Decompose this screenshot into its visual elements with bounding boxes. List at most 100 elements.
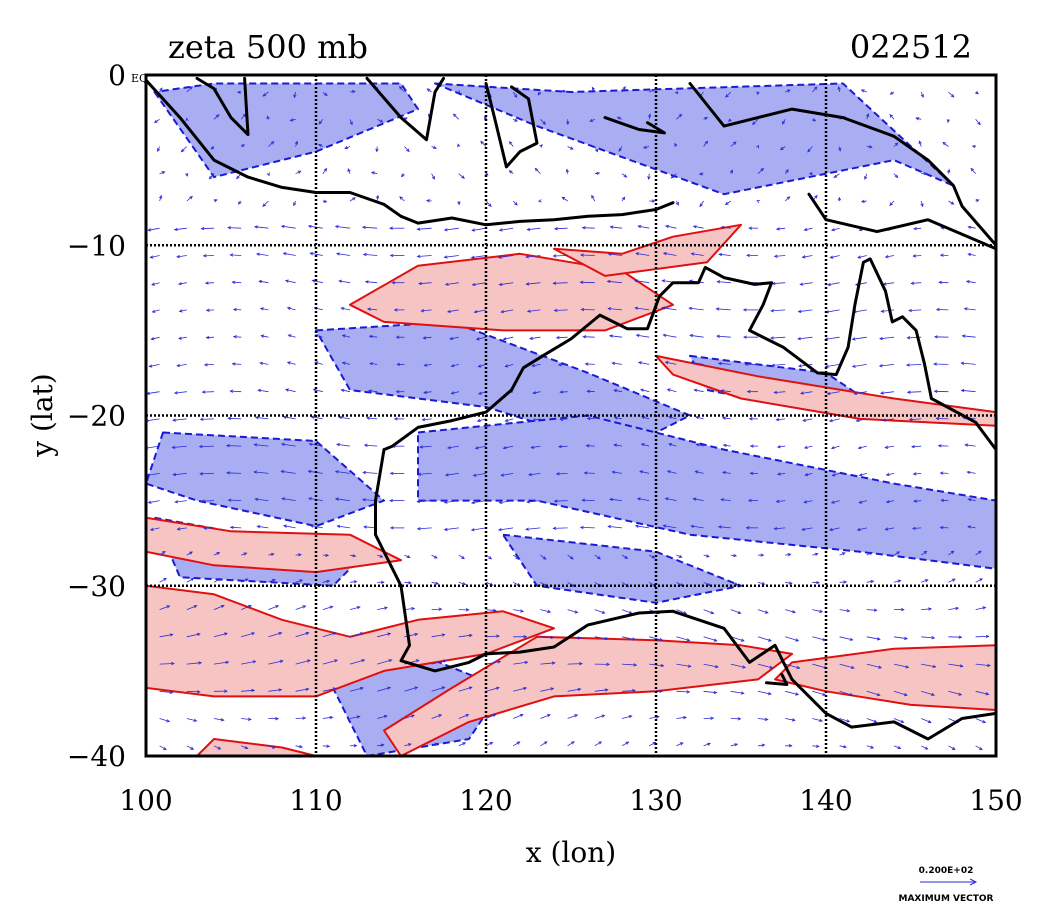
- wind-vector-head: [577, 687, 582, 692]
- wind-vector: [159, 551, 166, 556]
- wind-vector-head: [488, 203, 492, 208]
- wind-vector-head: [393, 308, 398, 312]
- wind-vector-head: [196, 632, 201, 637]
- wind-vector-head: [651, 555, 656, 559]
- wind-vector: [913, 227, 922, 230]
- wind-vector: [186, 551, 193, 556]
- wind-vector-head: [829, 255, 834, 259]
- wind-vector-head: [508, 140, 513, 145]
- wind-vector-head: [176, 254, 181, 259]
- wind-vector: [703, 581, 711, 586]
- wind-vector: [757, 581, 765, 585]
- wind-vector-head: [302, 716, 307, 720]
- wind-vector-head: [495, 686, 500, 690]
- wind-vector-head: [347, 168, 351, 173]
- wind-vector-head: [524, 660, 529, 665]
- wind-vector: [780, 146, 786, 150]
- wind-vector: [159, 690, 173, 693]
- wind-vector: [174, 227, 187, 231]
- wind-vector: [175, 500, 187, 503]
- wind-vector: [703, 690, 717, 694]
- wind-vector-head: [694, 470, 699, 474]
- wind-vector: [475, 445, 487, 449]
- wind-vector: [962, 335, 976, 338]
- wind-vector-head: [662, 524, 667, 528]
- wind-vector-head: [755, 144, 760, 149]
- wind-vector-head: [597, 556, 601, 560]
- wind-vector: [553, 282, 568, 284]
- wind-vector-head: [664, 224, 669, 229]
- wind-vector-head: [159, 87, 163, 92]
- wind-vector-head: [190, 577, 195, 582]
- wind-vector: [621, 86, 626, 93]
- wind-vector: [233, 336, 242, 338]
- wind-vector-head: [946, 119, 950, 124]
- wind-vector-head: [176, 363, 181, 368]
- wind-vector-head: [843, 745, 847, 749]
- wind-vector: [146, 445, 160, 449]
- wind-vector-head: [827, 282, 832, 287]
- wind-vector-head: [530, 445, 535, 449]
- wind-vector-head: [833, 174, 838, 179]
- wind-vector: [839, 663, 855, 669]
- wind-vector: [832, 473, 840, 476]
- wind-vector-head: [678, 554, 683, 558]
- wind-vector: [833, 173, 840, 178]
- wind-vector: [693, 225, 704, 229]
- wind-vector-head: [173, 227, 178, 231]
- wind-vector-head: [628, 715, 633, 719]
- wind-vector-head: [606, 279, 611, 284]
- wind-vector: [513, 661, 528, 665]
- wind-vector-head: [254, 416, 259, 420]
- coastline: [901, 754, 969, 756]
- negative-contour-region: [434, 82, 955, 196]
- wind-vector-head: [613, 389, 618, 393]
- wind-vector-head: [596, 171, 601, 176]
- wind-vector-head: [364, 280, 369, 284]
- wind-vector: [830, 255, 840, 259]
- positive-contour-region: [553, 223, 742, 277]
- wind-vector-head: [913, 226, 917, 231]
- wind-vector-head: [728, 118, 732, 123]
- wind-vector-head: [985, 692, 990, 696]
- coastline: [688, 82, 996, 247]
- wind-vector: [594, 636, 608, 640]
- wind-vector: [254, 471, 269, 474]
- wind-vector-head: [598, 741, 603, 745]
- wind-vector-head: [885, 500, 890, 504]
- wind-vector: [802, 527, 813, 531]
- wind-vector-head: [526, 309, 531, 313]
- wind-vector-head: [388, 659, 393, 663]
- wind-vector-head: [475, 337, 480, 341]
- wind-vector-head: [982, 720, 987, 724]
- wind-vector-head: [270, 552, 275, 557]
- wind-vector-head: [940, 498, 945, 503]
- wind-vector-head: [812, 118, 817, 122]
- wind-vector: [422, 418, 432, 421]
- wind-vector: [948, 91, 955, 98]
- wind-vector-head: [717, 525, 722, 529]
- wind-vector-head: [634, 524, 639, 528]
- wind-vector: [367, 308, 378, 311]
- wind-vector: [540, 609, 551, 613]
- wind-vector-head: [471, 282, 476, 287]
- wind-vector-head: [514, 118, 519, 122]
- wind-vector: [582, 227, 595, 229]
- wind-vector-head: [795, 638, 800, 642]
- wind-vector-head: [779, 146, 784, 151]
- wind-vector-head: [231, 280, 236, 284]
- wind-vector-head: [380, 580, 385, 584]
- wind-vector-head: [280, 470, 285, 474]
- wind-vector-head: [857, 446, 862, 450]
- wind-vector: [540, 688, 554, 692]
- wind-vector: [812, 86, 818, 93]
- wind-vector-head: [243, 552, 248, 556]
- wind-vector: [369, 363, 378, 365]
- wind-vector: [471, 527, 487, 531]
- wind-vector-head: [906, 336, 911, 340]
- wind-vector: [554, 227, 568, 230]
- wind-vector-head: [488, 556, 493, 560]
- wind-vector: [335, 498, 351, 501]
- wind-vector: [719, 253, 731, 256]
- wind-vector: [339, 416, 351, 420]
